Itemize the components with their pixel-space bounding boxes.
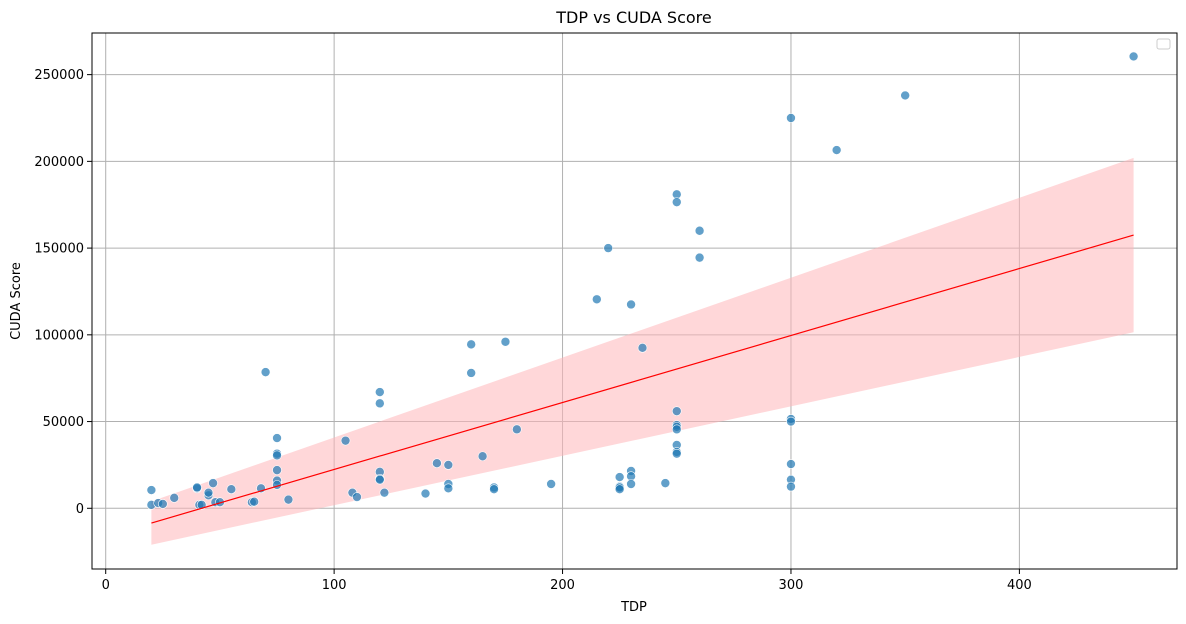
data-point bbox=[694, 225, 705, 236]
data-point bbox=[146, 485, 157, 495]
data-point bbox=[272, 450, 282, 461]
data-point bbox=[272, 433, 282, 443]
data-point bbox=[900, 90, 910, 101]
data-point bbox=[169, 493, 180, 503]
data-point bbox=[786, 459, 796, 469]
data-point bbox=[443, 483, 454, 494]
data-point bbox=[226, 484, 237, 495]
data-point bbox=[466, 368, 476, 378]
data-point bbox=[489, 484, 499, 495]
data-point bbox=[249, 496, 259, 507]
x-tick-label: 200 bbox=[550, 578, 575, 593]
y-axis-ticks: 0 50000 100000 150000 200000 250000 bbox=[34, 68, 92, 517]
y-tick-label: 0 bbox=[76, 502, 84, 517]
data-point bbox=[671, 424, 682, 435]
data-point bbox=[375, 474, 385, 485]
data-point bbox=[512, 424, 522, 435]
data-point bbox=[340, 435, 351, 446]
data-point bbox=[694, 252, 705, 263]
data-point bbox=[614, 472, 625, 482]
data-point bbox=[203, 487, 214, 498]
y-axis-label: CUDA Score bbox=[9, 262, 24, 340]
data-point bbox=[626, 479, 636, 489]
data-point bbox=[831, 145, 842, 155]
y-tick-label: 250000 bbox=[34, 68, 84, 83]
data-point bbox=[260, 367, 271, 377]
data-point bbox=[208, 478, 218, 488]
data-point bbox=[671, 406, 682, 416]
data-points bbox=[146, 51, 1139, 510]
data-point bbox=[637, 343, 648, 353]
regression-line bbox=[151, 234, 1134, 524]
data-point bbox=[375, 387, 385, 397]
data-point bbox=[546, 479, 556, 489]
data-point bbox=[158, 499, 168, 509]
data-point bbox=[592, 294, 602, 305]
data-point bbox=[375, 398, 385, 409]
y-tick-label: 150000 bbox=[34, 242, 84, 257]
x-tick-label: 100 bbox=[322, 578, 347, 593]
data-point bbox=[671, 448, 682, 459]
x-axis-ticks: 0 100 200 300 400 bbox=[102, 569, 1032, 593]
x-tick-label: 0 bbox=[102, 578, 110, 593]
y-tick-label: 50000 bbox=[43, 415, 84, 430]
chart-title: TDP vs CUDA Score bbox=[555, 8, 711, 27]
data-point bbox=[352, 492, 362, 502]
legend-box bbox=[1156, 38, 1171, 50]
regression-line-layer bbox=[151, 234, 1134, 524]
data-point bbox=[614, 484, 625, 495]
data-point bbox=[283, 494, 294, 505]
y-tick-label: 200000 bbox=[34, 155, 84, 170]
data-point bbox=[671, 197, 682, 207]
data-point bbox=[192, 482, 202, 493]
y-tick-label: 100000 bbox=[34, 328, 84, 343]
data-point bbox=[466, 339, 476, 350]
data-point bbox=[432, 458, 442, 468]
x-tick-label: 400 bbox=[1007, 578, 1032, 593]
data-point bbox=[443, 460, 454, 470]
plot-border bbox=[91, 32, 1178, 570]
data-point bbox=[786, 416, 796, 427]
data-point bbox=[420, 488, 431, 499]
grid-lines bbox=[92, 33, 1177, 569]
data-point bbox=[500, 336, 511, 347]
x-tick-label: 300 bbox=[779, 578, 804, 593]
data-point bbox=[660, 478, 671, 488]
data-point bbox=[786, 481, 796, 492]
data-point bbox=[786, 113, 796, 123]
data-point bbox=[626, 299, 636, 310]
data-point bbox=[272, 465, 282, 475]
data-point bbox=[1128, 51, 1139, 62]
data-point bbox=[477, 451, 488, 462]
x-axis-label: TDP bbox=[620, 600, 647, 615]
data-point bbox=[379, 487, 390, 498]
data-point bbox=[603, 243, 614, 253]
